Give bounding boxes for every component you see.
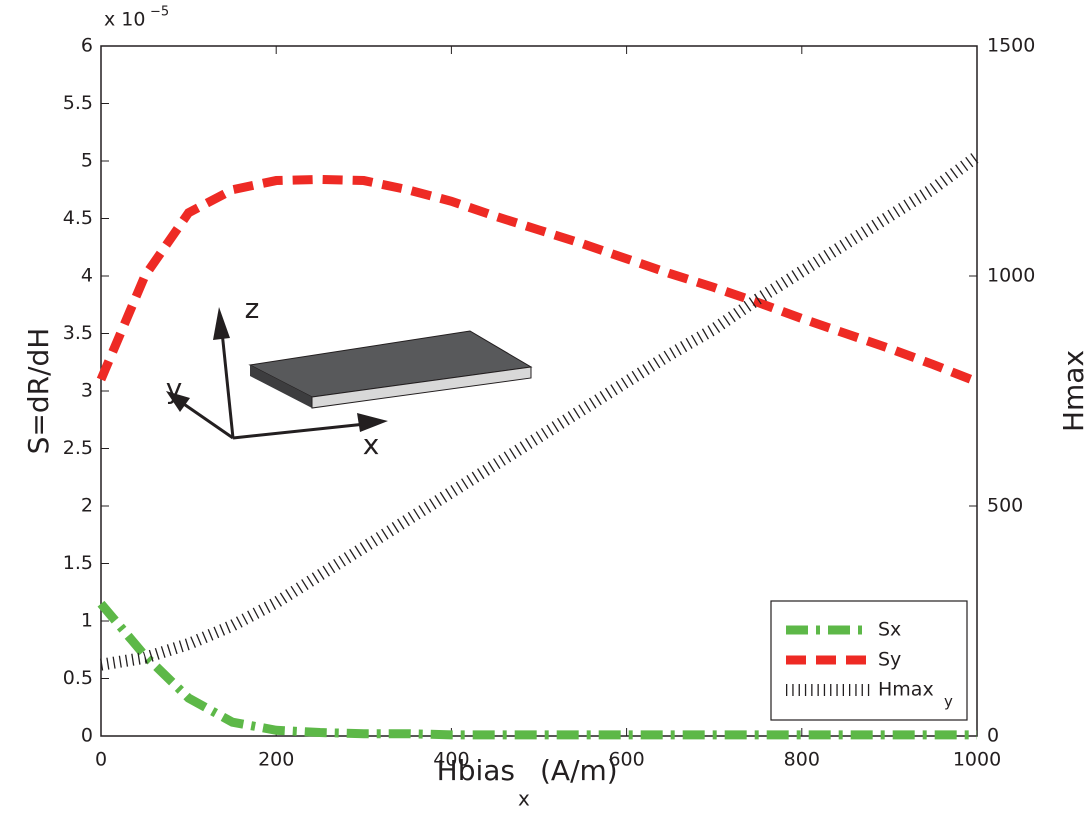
- legend-label-subscript: y: [944, 693, 953, 711]
- x-axis-label-unit: (A/m): [540, 754, 618, 787]
- y2-tick-label: 1500: [987, 35, 1035, 57]
- x-axis-label-subscript: x: [518, 787, 530, 811]
- x-tick-label: 400: [433, 749, 469, 771]
- inset-label: y: [166, 372, 183, 405]
- y2-tick-label: 0: [987, 725, 999, 747]
- x-tick-label: 200: [258, 749, 294, 771]
- y-tick-label: 3: [81, 380, 93, 402]
- legend-label: Sx: [878, 619, 901, 641]
- y-tick-label: 3.5: [63, 322, 93, 344]
- x-tick-label: 600: [608, 749, 644, 771]
- inset-label: x: [363, 428, 380, 461]
- y-tick-label: 6: [81, 35, 93, 57]
- series-line: [100, 151, 981, 671]
- y2-tick-label: 500: [987, 495, 1023, 517]
- x-axis-label: Hbias: [437, 754, 515, 787]
- y-tick-label: 1.5: [63, 552, 93, 574]
- y-multiplier: x 10: [104, 9, 145, 31]
- y-tick-label: 2.5: [63, 437, 93, 459]
- x-tick-label: 1000: [953, 749, 1001, 771]
- y2-tick-label: 1000: [987, 265, 1035, 287]
- y-tick-label: 4.5: [63, 207, 93, 229]
- y-tick-label: 2: [81, 495, 93, 517]
- y-tick-label: 4: [81, 265, 93, 287]
- x-tick-label: 800: [784, 749, 820, 771]
- y-tick-label: 5.5: [63, 92, 93, 114]
- y-axis-label: S=dR/dH: [22, 328, 55, 455]
- series-line: [96, 174, 979, 386]
- y-multiplier-exponent: −5: [150, 5, 169, 20]
- inset: z y x: [166, 292, 533, 461]
- y-tick-label: 5: [81, 150, 93, 172]
- y-tick-label: 1: [81, 610, 93, 632]
- x-tick-label: 0: [95, 749, 107, 771]
- y-tick-label: 0: [81, 725, 93, 747]
- legend-label: Hmax: [878, 679, 934, 701]
- inset-label: z: [245, 292, 260, 325]
- legend-label: Sy: [878, 649, 901, 671]
- y-tick-label: 0.5: [63, 667, 93, 689]
- y2-axis-label: Hmax: [1057, 350, 1090, 432]
